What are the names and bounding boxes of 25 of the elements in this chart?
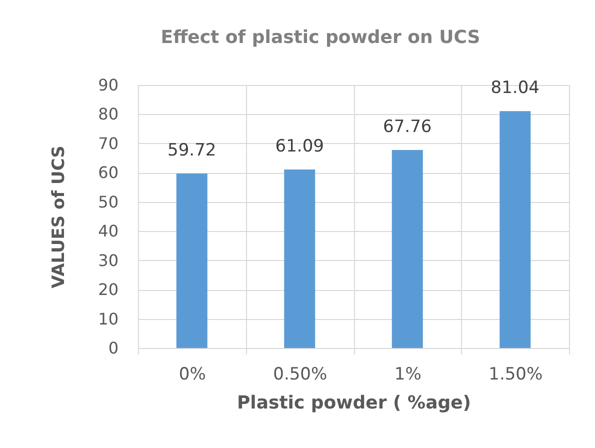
y-tick-label: 30 [98,250,118,270]
data-label: 59.72 [168,140,216,160]
y-tick-label: 10 [98,309,118,328]
x-tick-label: 0.50% [273,364,328,384]
y-tick-label: 60 [98,163,118,182]
y-tick-label: 40 [98,222,118,241]
bar [176,173,208,348]
y-tick-label: 0 [108,338,118,358]
bar [500,111,531,348]
data-label: 81.04 [490,78,540,98]
bar [284,169,316,348]
data-label: 67.76 [383,116,432,137]
y-tick-label: 70 [98,134,118,153]
x-tick-label: 1% [394,364,422,384]
bar [392,150,423,348]
y-tick-label: 50 [98,192,118,212]
data-label: 61.09 [275,136,324,156]
x-axis-title: Plastic powder ( %age) [236,392,472,414]
chart-title: Effect of plastic powder on UCS [160,27,480,48]
y-tick-label: 90 [98,76,118,94]
y-tick-label: 80 [98,104,118,124]
x-tick-label: 1.50% [488,364,543,384]
x-tick-label: 0% [178,364,206,384]
y-tick-label: 20 [98,280,118,300]
y-axis-title: VALUES of UCS [49,146,70,288]
